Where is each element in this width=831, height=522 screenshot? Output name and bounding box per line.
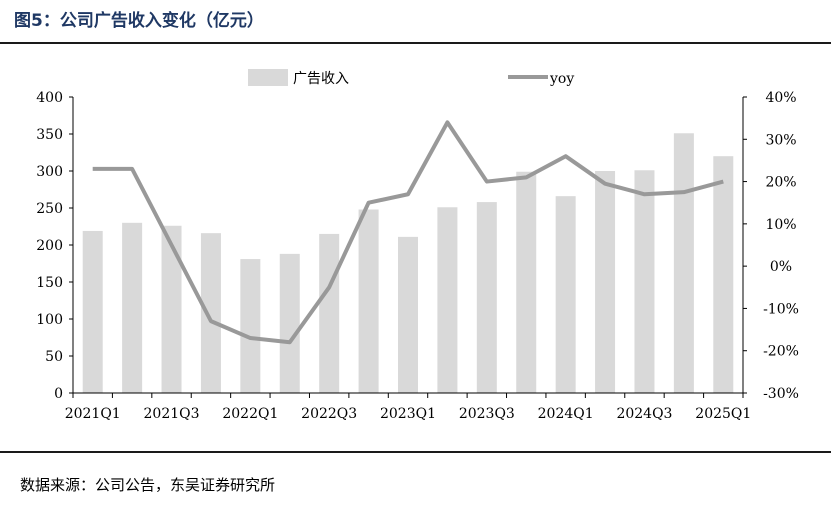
x-tick-label: 2022Q3 (301, 406, 357, 422)
bar-series (82, 133, 734, 393)
bar-2024Q2 (595, 171, 616, 393)
bar-2023Q1 (398, 236, 418, 393)
legend-bar-swatch (248, 69, 288, 86)
axes: 0 50 100 150 200 250 300 350 400 -30% -20% -10% 0% 10… (36, 90, 799, 422)
right-tick-label: -30% (763, 386, 799, 402)
bar-2023Q3 (476, 202, 497, 393)
bar-2022Q2 (279, 253, 300, 393)
x-tick-label: 2024Q3 (616, 406, 672, 422)
right-tick-label: 30% (765, 132, 796, 148)
bar-2024Q3 (634, 170, 655, 393)
right-tick-label: -20% (763, 344, 799, 360)
left-tick-label: 400 (36, 90, 63, 106)
source-note: 数据来源：公司公告，东吴证券研究所 (20, 476, 276, 494)
left-tick-label: 200 (36, 238, 63, 254)
x-tick-label: 2023Q3 (459, 406, 515, 422)
left-tick-label: 0 (54, 386, 63, 402)
right-tick-label: 0% (770, 259, 792, 275)
legend-bar-label: 广告收入 (293, 71, 349, 87)
left-tick-label: 150 (36, 275, 63, 291)
x-tick-label: 2021Q3 (144, 406, 200, 422)
left-tick-label: 300 (36, 164, 63, 180)
x-tick-label: 2022Q1 (222, 406, 278, 422)
bar-2022Q3 (319, 233, 340, 393)
bar-2021Q3 (161, 225, 182, 393)
bottom-rule (0, 451, 831, 453)
right-tick-label: 20% (765, 175, 796, 191)
legend-line-label: yoy (549, 71, 574, 87)
bar-2021Q4 (200, 233, 221, 393)
bar-2022Q1 (240, 259, 261, 393)
bar-2023Q4 (516, 171, 537, 393)
x-tick-label: 2023Q1 (380, 406, 436, 422)
bar-2024Q4 (673, 133, 694, 393)
top-rule (0, 42, 831, 44)
bar-2021Q1 (82, 230, 103, 393)
bar-2021Q2 (122, 222, 143, 393)
yoy-line (92, 120, 724, 345)
bar-2024Q1 (555, 196, 576, 393)
left-tick-label: 50 (45, 349, 63, 365)
x-tick-label: 2021Q1 (65, 406, 121, 422)
x-tick-label: 2024Q1 (538, 406, 594, 422)
bar-2025Q1 (713, 156, 734, 393)
right-tick-label: 40% (765, 90, 796, 106)
left-tick-label: 350 (36, 127, 63, 143)
right-tick-label: -10% (763, 301, 799, 317)
bar-2023Q2 (437, 207, 458, 393)
x-tick-label: 2025Q1 (695, 406, 751, 422)
right-tick-label: 10% (765, 217, 796, 233)
legend: 广告收入 yoy (248, 69, 574, 87)
bar-2022Q4 (358, 209, 379, 393)
left-tick-label: 250 (36, 201, 63, 217)
figure-title: 图5：公司广告收入变化（亿元） (14, 11, 264, 31)
left-tick-label: 100 (36, 312, 63, 328)
